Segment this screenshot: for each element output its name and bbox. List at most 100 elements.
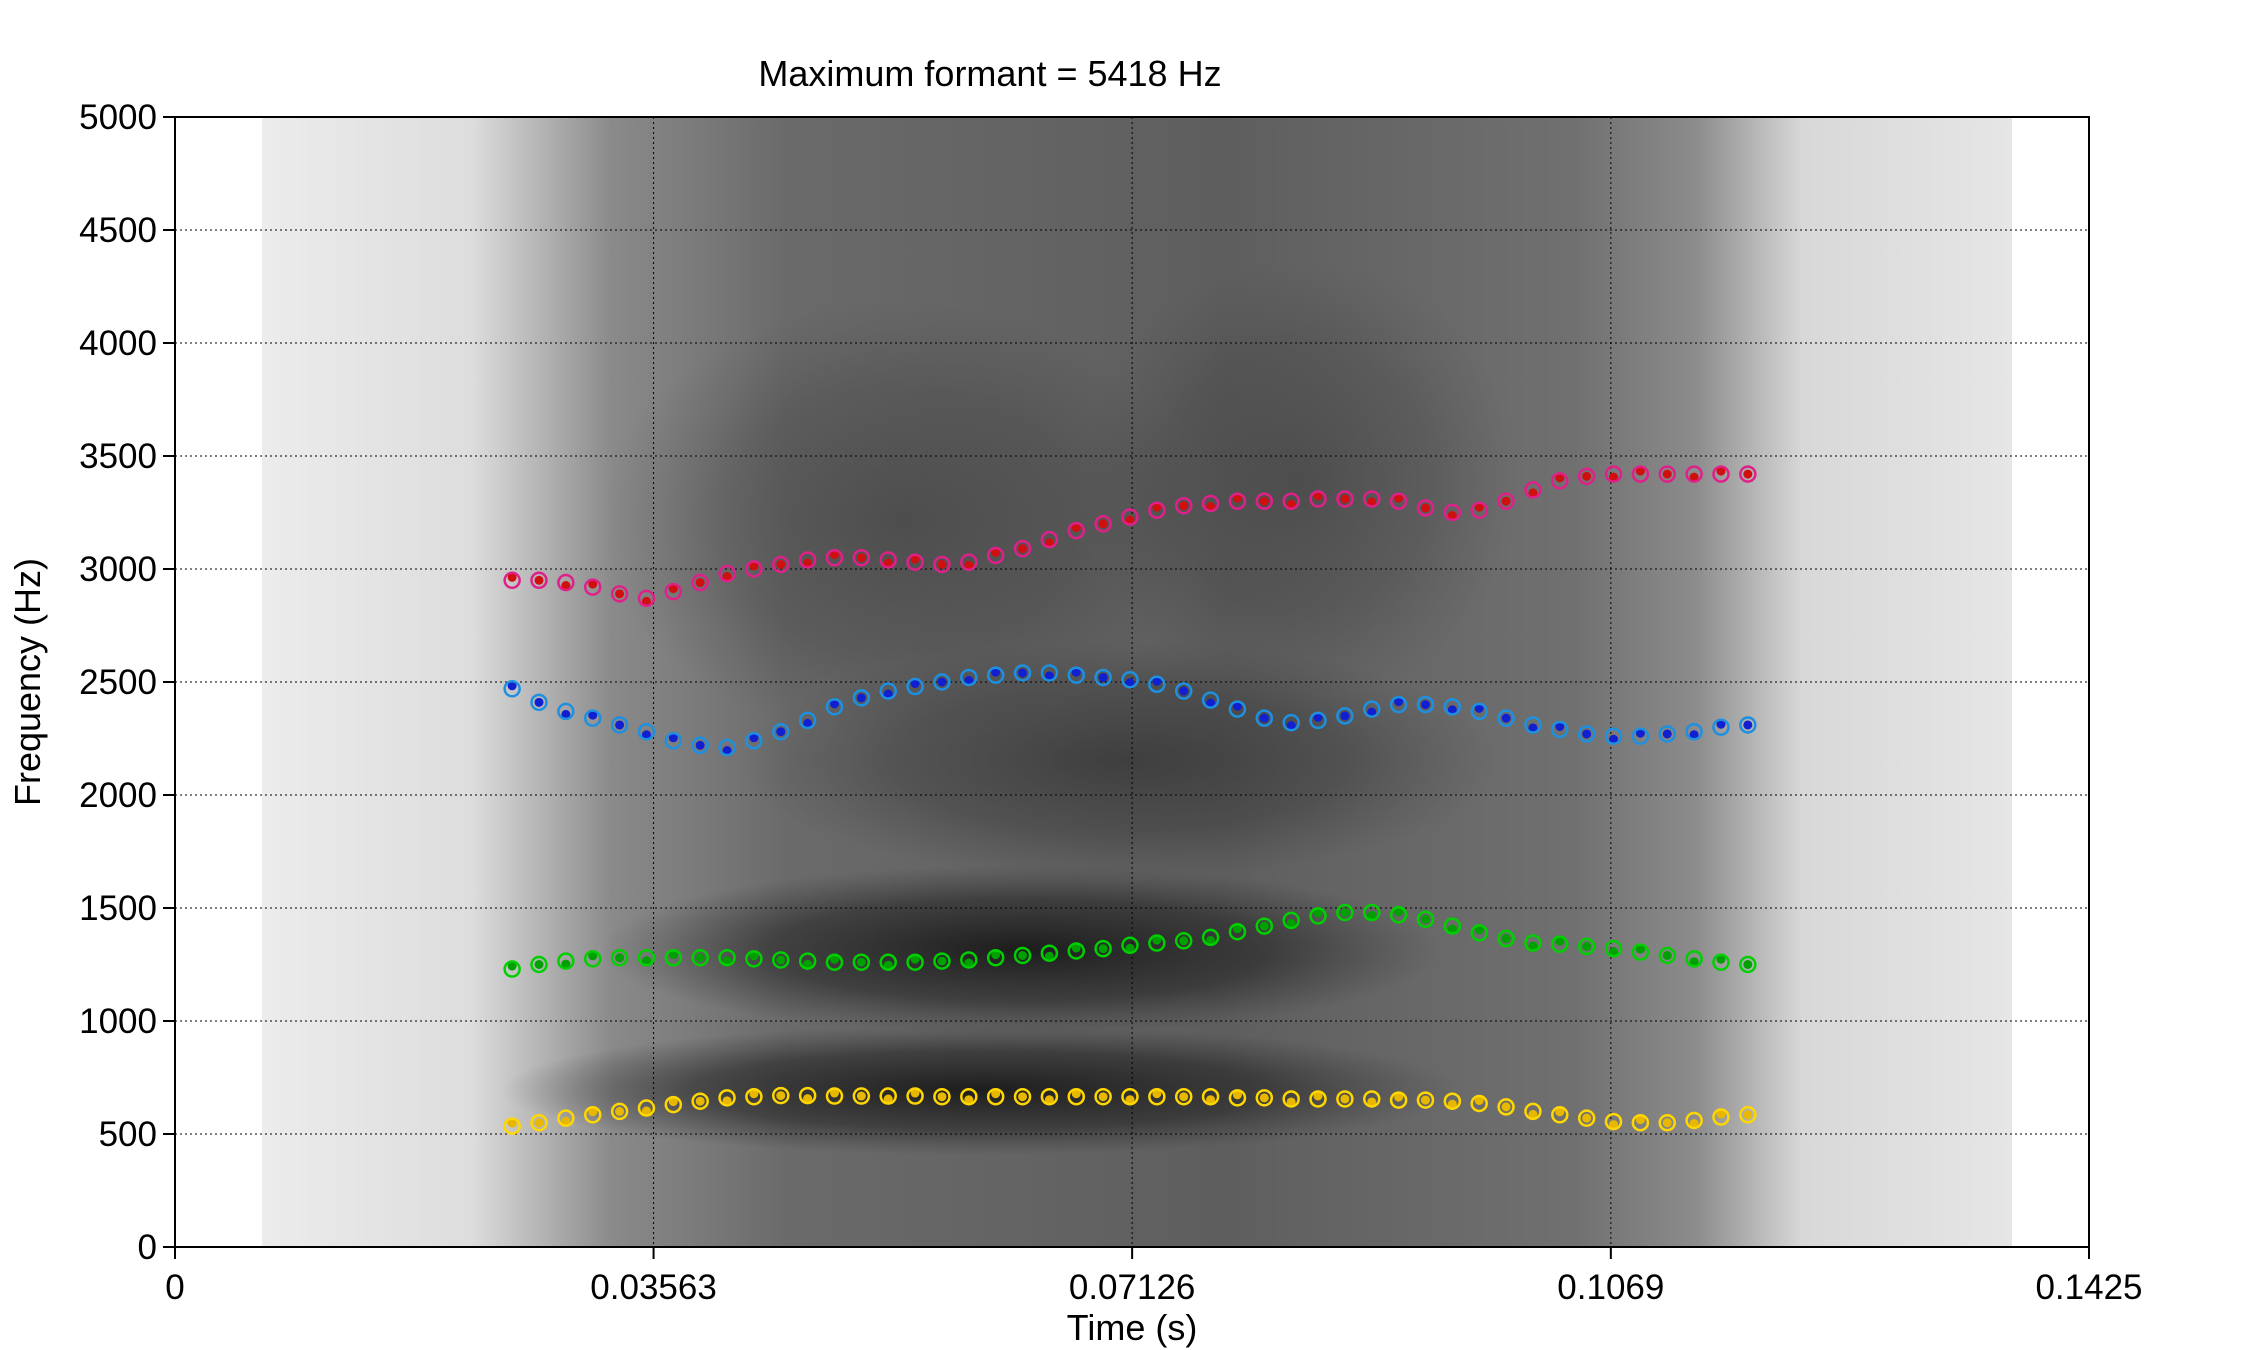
formant-point (1259, 713, 1269, 723)
formant-point (1232, 493, 1242, 503)
formant-point (960, 668, 978, 687)
formant-point (1367, 497, 1377, 507)
formant-point (1470, 702, 1488, 721)
formant-series-1 (503, 1086, 1757, 1135)
formant-point (1367, 707, 1377, 717)
formant-point (1094, 939, 1112, 958)
formant-point (610, 1102, 629, 1121)
formant-point (1336, 1090, 1354, 1108)
formant-point (1018, 544, 1028, 554)
formant-point (1582, 471, 1592, 481)
formant-point (610, 716, 629, 734)
formant-point (610, 948, 629, 967)
axis-ticks: 0 500 1000 1500 2000 2500 3000 3500 4000 4500 5000… (79, 98, 2142, 1307)
formant-point (1044, 1095, 1054, 1105)
formant-point (664, 1095, 683, 1114)
formant-point (664, 582, 683, 601)
formant-point (1228, 700, 1247, 718)
formant-point (803, 558, 813, 568)
formant-point (1577, 1109, 1596, 1127)
formant-point (507, 961, 517, 971)
formant-point (588, 951, 598, 961)
formant-point (1631, 1113, 1650, 1132)
formant-series-3 (503, 664, 1757, 757)
formant-point (1689, 957, 1699, 967)
formant-point (1528, 488, 1538, 498)
formant-point (1174, 682, 1193, 700)
formant-point (825, 548, 844, 567)
formant-point (937, 1092, 947, 1102)
formant-point (798, 952, 817, 970)
y-axis-label: Frequency (Hz) (7, 558, 48, 806)
formant-point (557, 573, 575, 592)
formant-point (910, 954, 920, 964)
x-tick-label: 0.1425 (2035, 1268, 2142, 1307)
formant-point (745, 950, 763, 968)
formant-point (583, 709, 602, 727)
formant-point (637, 1099, 656, 1117)
formant-point (964, 675, 974, 685)
formant-point (1743, 720, 1753, 730)
formant-point (1394, 493, 1404, 503)
formant-point (1286, 721, 1296, 731)
formant-point (1148, 934, 1166, 952)
formant-point (641, 956, 651, 966)
chart-title: Maximum formant = 5418 Hz (758, 53, 1221, 94)
formant-series-2 (503, 903, 1757, 978)
formant-point (561, 709, 571, 719)
formant-point (588, 710, 598, 720)
formant-point (1336, 490, 1354, 508)
formant-point (1340, 711, 1350, 721)
formant-point (1040, 530, 1059, 549)
formant-point (879, 551, 897, 569)
formant-point (829, 954, 839, 964)
formant-point (1658, 1113, 1676, 1132)
formant-point (960, 1087, 978, 1106)
formant-point (991, 667, 1001, 677)
formant-point (534, 1118, 544, 1128)
formant-point (1148, 1087, 1166, 1106)
formant-point (1125, 943, 1135, 953)
formant-point (1524, 1102, 1542, 1121)
formant-point (829, 550, 839, 560)
formant-point (986, 1087, 1005, 1106)
formant-point (745, 1087, 763, 1106)
formant-point (695, 740, 705, 750)
formant-point (1255, 917, 1274, 935)
formant-point (1071, 1089, 1081, 1099)
formant-point (1528, 723, 1538, 733)
formant-point (856, 957, 866, 967)
formant-point (722, 746, 732, 756)
formant-point (1201, 928, 1220, 947)
formant-point (1689, 472, 1699, 482)
formant-point (1712, 953, 1730, 971)
formant-point (798, 1086, 817, 1105)
formant-point (1206, 935, 1216, 945)
formant-point (1577, 725, 1596, 743)
formant-point (829, 1088, 839, 1098)
formant-point (1018, 668, 1028, 678)
formant-point (1174, 496, 1193, 515)
formant-point (503, 571, 521, 590)
formant-point (557, 702, 575, 721)
formant-point (910, 1088, 920, 1098)
formant-point (1501, 496, 1511, 506)
formant-point (879, 682, 897, 700)
formant-point (1152, 1089, 1162, 1099)
formant-point (910, 679, 920, 689)
formant-point (1286, 499, 1296, 509)
y-tick-label: 500 (99, 1115, 157, 1154)
formant-point (856, 1091, 866, 1101)
formant-point (1394, 907, 1404, 917)
formant-point (1259, 496, 1269, 506)
formant-point (829, 699, 839, 709)
formant-point (1743, 469, 1753, 479)
formant-point (530, 693, 548, 712)
formant-point (1179, 686, 1189, 696)
formant-point (933, 673, 951, 691)
formant-point (1609, 1120, 1619, 1130)
formant-point (1685, 950, 1703, 968)
formant-point (1340, 908, 1350, 918)
formant-point (615, 589, 625, 599)
formant-point (1179, 501, 1189, 511)
